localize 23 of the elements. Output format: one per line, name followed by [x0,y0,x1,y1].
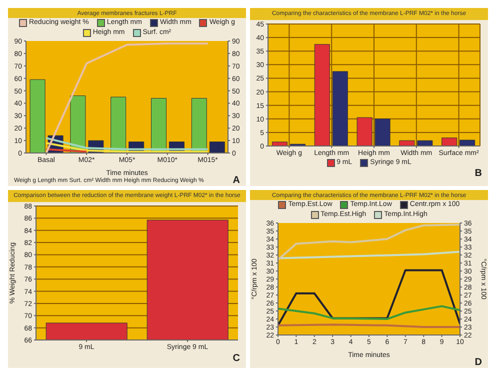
bar [30,79,46,153]
line-series [278,224,460,261]
bar [191,98,207,153]
text: C [232,352,240,364]
text: D [474,357,482,368]
text: B [474,168,482,178]
bar [332,71,348,146]
bar [150,98,166,153]
bar [272,142,288,146]
bar [417,140,433,146]
bar [314,44,330,146]
bar [110,96,126,153]
bar [374,118,390,146]
bar [460,140,476,146]
bar [209,142,225,153]
bar [442,138,458,146]
line-series [278,269,460,326]
bar [356,117,372,146]
line-series [45,42,209,153]
bar [399,140,415,146]
text: A [232,175,240,186]
line-series [278,305,460,320]
line-series [278,250,460,260]
